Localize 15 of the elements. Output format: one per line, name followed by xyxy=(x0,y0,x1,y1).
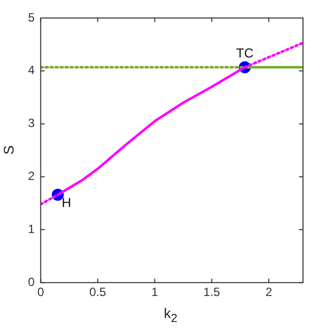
y-axis-title: S xyxy=(0,146,17,155)
y-tick-label: 1 xyxy=(28,222,35,236)
x-tick-label: 2 xyxy=(265,285,272,300)
x-tick-label: 0.5 xyxy=(89,285,106,300)
y-tick-label: 2 xyxy=(28,169,35,184)
y-tick-label: 0 xyxy=(28,274,35,289)
annotation: H xyxy=(62,194,72,210)
y-tick-label: 3 xyxy=(28,116,35,130)
y-tick-label: 5 xyxy=(28,10,35,24)
x-tick-label: 1 xyxy=(151,285,158,300)
y-tick-label: 4 xyxy=(28,63,35,78)
x-axis-title: k$_{2}$ xyxy=(164,304,178,324)
x-tick-label: 0 xyxy=(37,285,44,300)
x-tick-label: 1.5 xyxy=(203,285,220,300)
annotation: TC xyxy=(236,45,254,60)
